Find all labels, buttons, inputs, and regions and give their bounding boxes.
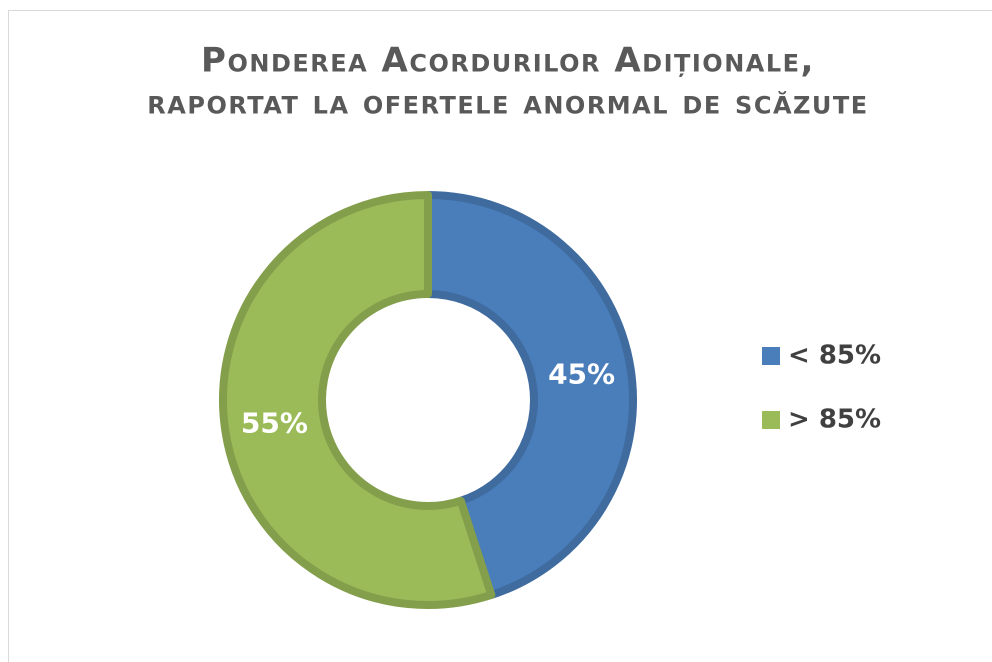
donut-segment [424,191,637,599]
legend-label: < 85% [788,341,881,371]
legend-swatch [762,411,780,429]
chart-subtitle: raportat la ofertele anormal de scăzute [147,83,868,123]
data-label: 45% [548,358,615,391]
legend-swatch [762,347,780,365]
donut-segment [219,191,496,609]
legend-label: > 85% [788,405,881,435]
chart-title: Ponderea Acordurilor Adiționale, [201,41,815,81]
data-label: 55% [241,406,308,439]
